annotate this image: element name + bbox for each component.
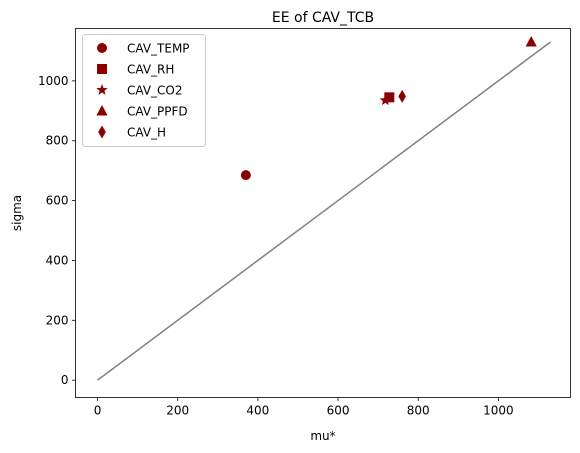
y-axis-label: sigma (10, 195, 24, 231)
x-tick-label: 800 (407, 404, 430, 418)
y-tick-label: 800 (46, 134, 69, 148)
x-tick-label: 600 (327, 404, 350, 418)
data-point-cav-h (398, 89, 406, 103)
legend: CAV_TEMP CAV_RH CAV_CO2 CAV_PPFD CAV_H (82, 34, 206, 147)
y-tick-label: 600 (46, 194, 69, 208)
data-point-cav-ppfd (525, 35, 537, 47)
reference-line-layer (97, 41, 551, 381)
x-axis-ticks: 0 200 400 600 800 1000 (94, 397, 514, 418)
y-axis-ticks: 0 200 400 600 800 1000 (38, 74, 76, 387)
legend-marker-cav-co2 (96, 84, 108, 95)
legend-marker-cav-temp (97, 43, 107, 53)
y-tick-label: 200 (46, 313, 69, 327)
data-points-layer (240, 35, 537, 181)
data-point-cav-temp (240, 170, 251, 181)
chart-title: EE of CAV_TCB (272, 10, 374, 26)
plot-frame (75, 28, 571, 398)
x-tick-label: 200 (166, 404, 189, 418)
legend-label: CAV_CO2 (127, 84, 183, 98)
legend-label: CAV_H (127, 126, 166, 140)
legend-label: CAV_TEMP (127, 42, 190, 56)
x-tick-label: 1000 (483, 404, 514, 418)
y-tick-label: 0 (61, 373, 69, 387)
legend-marker-cav-h (98, 125, 106, 139)
x-tick-label: 0 (94, 404, 102, 418)
legend-box (82, 34, 206, 147)
x-tick-label: 400 (246, 404, 269, 418)
legend-marker-cav-ppfd (96, 105, 108, 116)
data-point-cav-rh (384, 92, 395, 103)
y-tick-label: 1000 (38, 74, 69, 88)
legend-label: CAV_RH (127, 63, 174, 77)
legend-label: CAV_PPFD (127, 105, 188, 119)
reference-line (97, 41, 551, 381)
y-tick-label: 400 (46, 253, 69, 267)
data-point-cav-co2 (379, 94, 392, 106)
legend-marker-cav-rh (97, 64, 107, 74)
x-axis-label: mu* (310, 429, 335, 443)
